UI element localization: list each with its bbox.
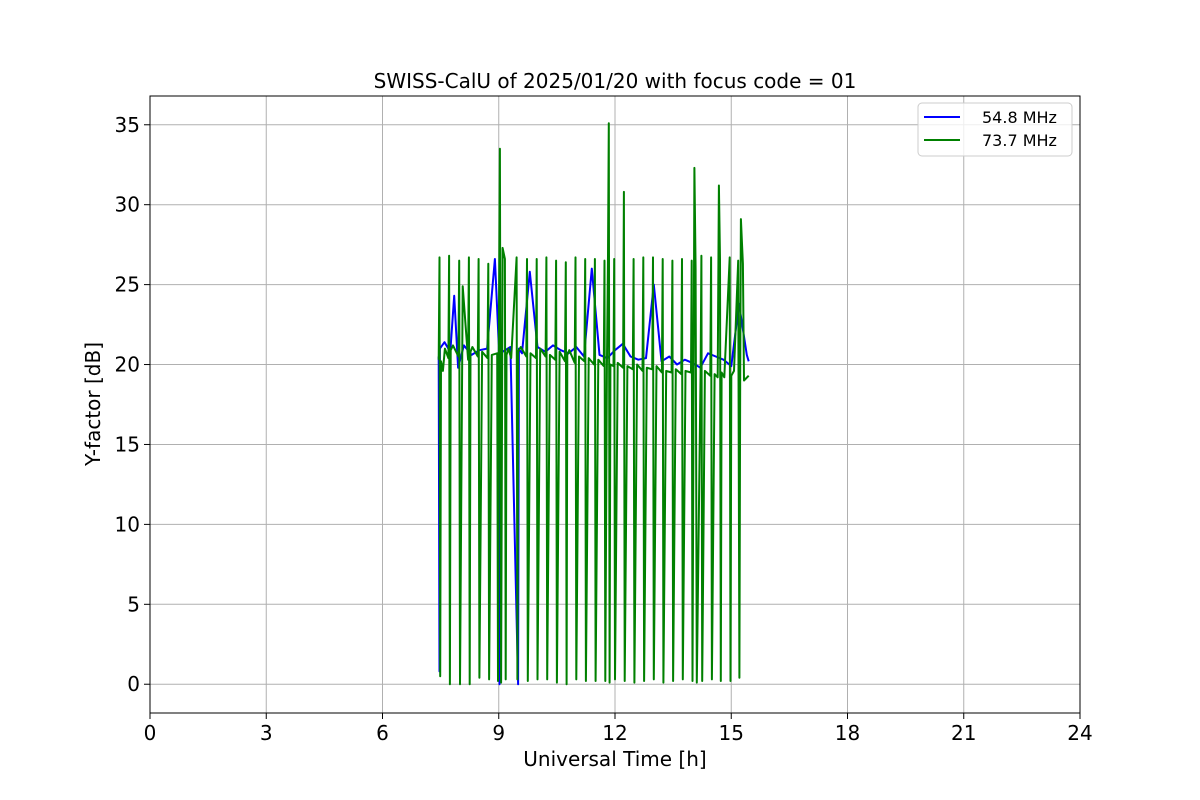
x-tick-label: 24 bbox=[1067, 721, 1092, 745]
series-line-73-7-mhz bbox=[437, 122, 750, 686]
y-tick-label: 25 bbox=[115, 273, 140, 297]
y-tick-label: 30 bbox=[115, 193, 140, 217]
y-tick-label: 35 bbox=[115, 113, 140, 137]
y-tick-label: 5 bbox=[127, 592, 140, 616]
legend: 54.8 MHz 73.7 MHz bbox=[917, 102, 1073, 157]
axis-ticks: 0 3 6 9 12 15 18 21 24 0 5 10 15 20 25 30 35 bbox=[115, 113, 1093, 745]
x-axis-label: Universal Time [h] bbox=[523, 747, 706, 771]
y-tick-label: 20 bbox=[115, 353, 140, 377]
y-tick-label: 0 bbox=[127, 672, 140, 696]
legend-label-73-7-mhz: 73.7 MHz bbox=[982, 131, 1057, 150]
y-tick-label: 15 bbox=[115, 432, 140, 456]
y-axis-label: Y-factor [dB] bbox=[81, 342, 105, 467]
x-tick-label: 12 bbox=[602, 721, 627, 745]
series-line-54-8-mhz bbox=[437, 258, 750, 686]
plot-area bbox=[437, 122, 750, 686]
x-tick-label: 15 bbox=[719, 721, 744, 745]
series-layer bbox=[437, 122, 750, 686]
x-tick-label: 9 bbox=[492, 721, 505, 745]
y-tick-label: 10 bbox=[115, 512, 140, 536]
x-tick-label: 0 bbox=[144, 721, 157, 745]
legend-label-54-8-mhz: 54.8 MHz bbox=[982, 108, 1057, 127]
x-tick-label: 6 bbox=[376, 721, 389, 745]
x-tick-label: 18 bbox=[835, 721, 860, 745]
x-tick-label: 3 bbox=[260, 721, 273, 745]
x-tick-label: 21 bbox=[951, 721, 976, 745]
chart-title: SWISS-CalU of 2025/01/20 with focus code… bbox=[374, 69, 857, 93]
